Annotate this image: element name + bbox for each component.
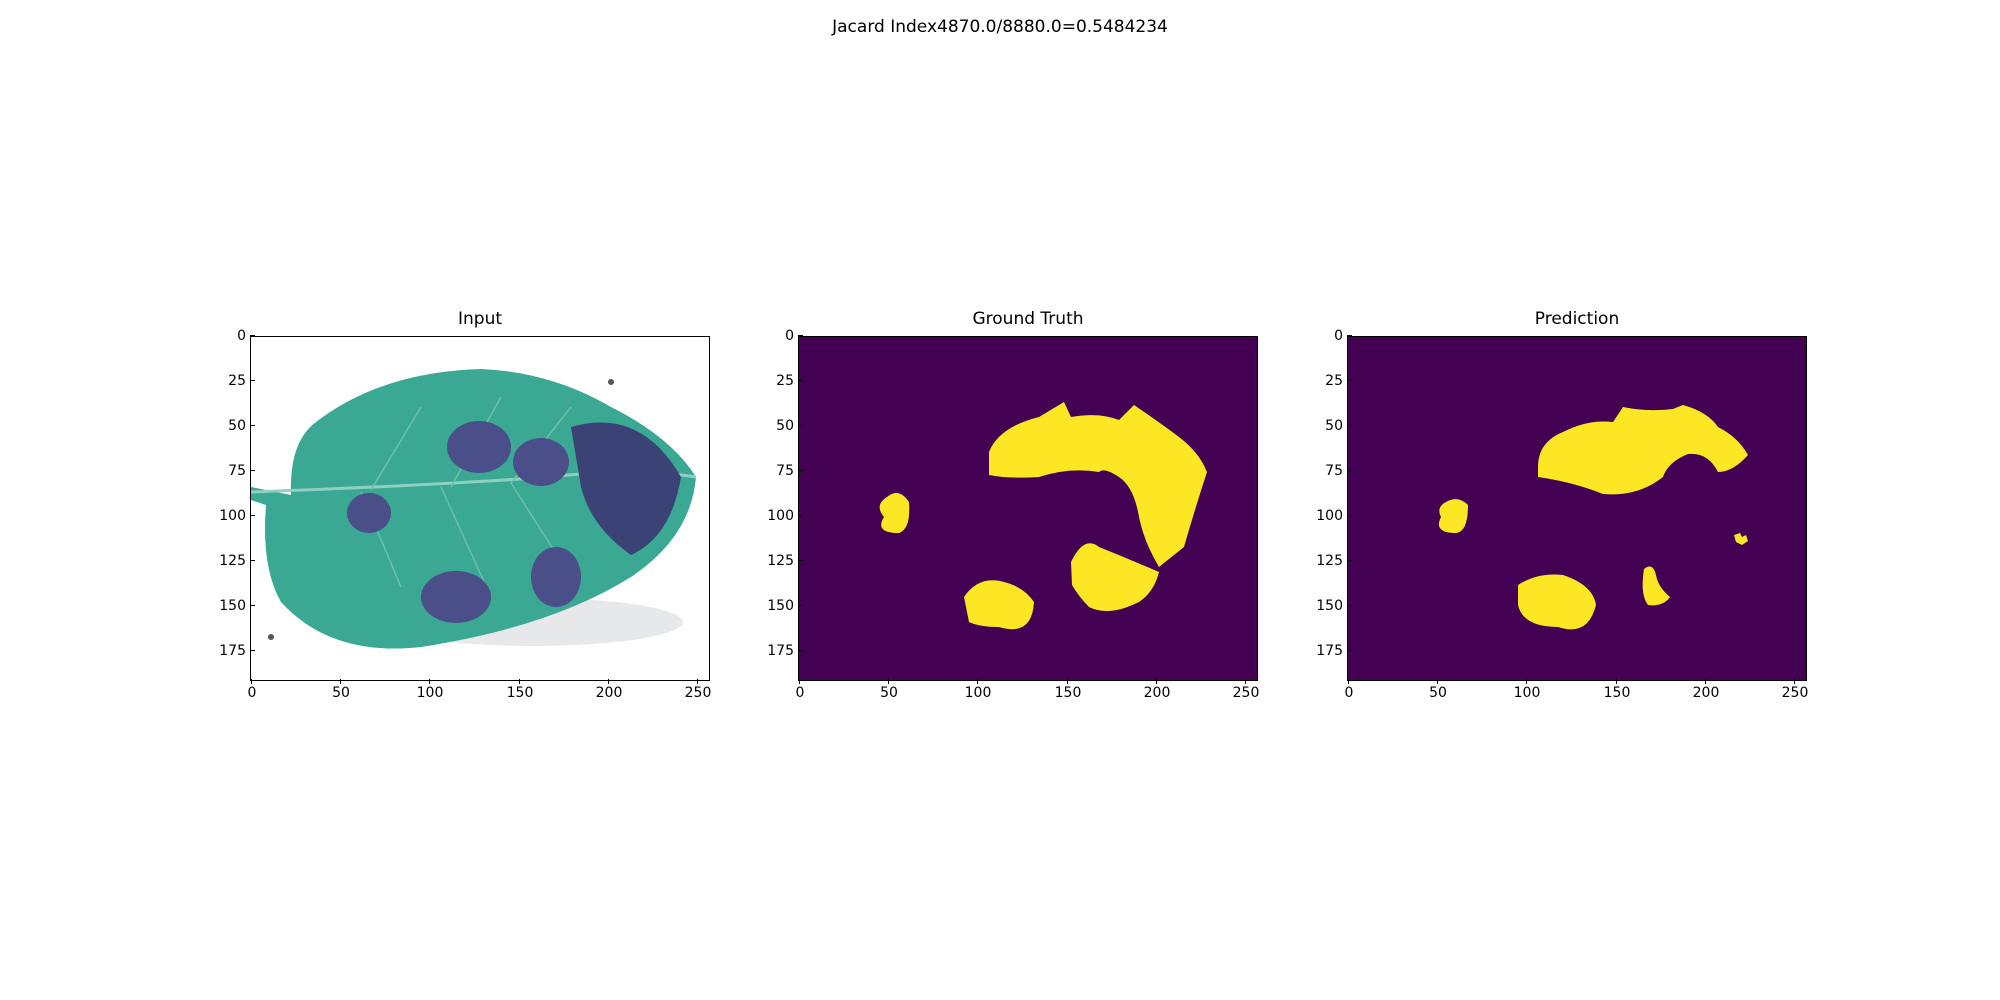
- x-tick-label: 0: [232, 679, 272, 700]
- prediction-mask-axes: [1347, 336, 1807, 681]
- y-tick-label: 100: [219, 508, 255, 524]
- x-tick-label: 150: [500, 679, 540, 700]
- input-panel-title: Input: [457, 309, 503, 329]
- prediction-mask: [1348, 337, 1806, 680]
- figure-title: Jacard Index4870.0/8880.0=0.5484234: [832, 17, 1168, 37]
- x-tick-label: 0: [1329, 679, 1369, 700]
- mask-region: [1071, 543, 1159, 611]
- input-panel: Input 0 25 50 75 100 125 150 175 0 50 10…: [219, 308, 711, 708]
- x-tick-label: 0: [780, 679, 820, 700]
- ground-truth-panel: Ground Truth 0 25 50 75 100 125 150 175 …: [767, 308, 1259, 708]
- leaf-image: [251, 337, 709, 680]
- x-tick-label: 100: [1507, 679, 1547, 700]
- x-tick-label: 100: [958, 679, 998, 700]
- x-tick-label: 50: [1418, 679, 1458, 700]
- input-image-axes: [250, 336, 710, 681]
- mask-region: [1642, 566, 1670, 606]
- y-tick-label: 125: [1316, 553, 1352, 569]
- ground-truth-panel-title: Ground Truth: [972, 309, 1084, 329]
- x-tick-label: 50: [321, 679, 361, 700]
- y-tick-label: 0: [1334, 328, 1352, 344]
- x-tick-label: 100: [410, 679, 450, 700]
- mask-region: [879, 493, 910, 533]
- y-tick-label: 25: [228, 373, 255, 389]
- mask-region: [1538, 405, 1748, 495]
- x-tick-label: 150: [1048, 679, 1088, 700]
- mask-region: [964, 580, 1034, 630]
- prediction-panel-title: Prediction: [1534, 309, 1620, 329]
- y-tick-label: 50: [1325, 418, 1352, 434]
- y-tick-label: 150: [767, 598, 803, 614]
- mask-region: [1438, 499, 1468, 533]
- y-tick-label: 25: [1325, 373, 1352, 389]
- ground-truth-mask: [799, 337, 1257, 680]
- x-tick-label: 200: [1686, 679, 1726, 700]
- y-tick-label: 175: [1316, 643, 1352, 659]
- y-tick-label: 0: [237, 328, 255, 344]
- y-tick-label: 0: [785, 328, 803, 344]
- y-tick-label: 25: [776, 373, 803, 389]
- mask-region: [1734, 533, 1748, 545]
- y-tick-label: 125: [219, 553, 255, 569]
- x-tick-label: 50: [869, 679, 909, 700]
- y-tick-label: 150: [1316, 598, 1352, 614]
- mask-region: [1518, 574, 1596, 630]
- x-tick-label: 150: [1597, 679, 1637, 700]
- y-tick-label: 100: [767, 508, 803, 524]
- y-tick-label: 75: [228, 463, 255, 479]
- x-tick-label: 250: [1775, 679, 1815, 700]
- ground-truth-mask-axes: [798, 336, 1258, 681]
- prediction-panel: Prediction 0 25 50 75 100 125 150 175 0 …: [1316, 308, 1808, 708]
- y-tick-label: 50: [228, 418, 255, 434]
- x-tick-label: 250: [678, 679, 718, 700]
- y-tick-label: 150: [219, 598, 255, 614]
- y-tick-label: 125: [767, 553, 803, 569]
- y-tick-label: 175: [219, 643, 255, 659]
- y-tick-label: 75: [1325, 463, 1352, 479]
- mask-region: [989, 402, 1207, 567]
- y-tick-label: 50: [776, 418, 803, 434]
- y-tick-label: 75: [776, 463, 803, 479]
- y-tick-label: 100: [1316, 508, 1352, 524]
- x-tick-label: 250: [1226, 679, 1266, 700]
- y-tick-label: 175: [767, 643, 803, 659]
- x-tick-label: 200: [589, 679, 629, 700]
- x-tick-label: 200: [1137, 679, 1177, 700]
